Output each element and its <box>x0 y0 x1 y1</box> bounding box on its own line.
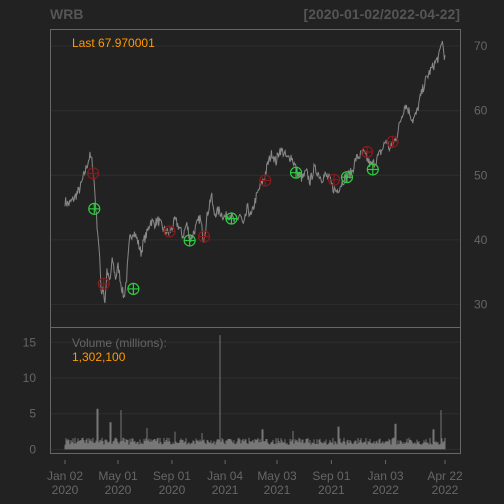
sell-marker <box>361 145 374 159</box>
date-tick-year: 2020 <box>105 483 132 497</box>
price-panel-frame <box>50 29 461 328</box>
date-tick-label: Jan 02 <box>47 469 83 483</box>
date-tick-year: 2020 <box>159 483 186 497</box>
volume-bars <box>64 335 446 450</box>
date-tick-label: May 01 <box>98 469 138 483</box>
sell-marker <box>386 135 399 148</box>
volume-last-value: 1,302,100 <box>72 350 126 364</box>
price-tick-label: 60 <box>474 104 488 118</box>
date-tick-year: 2021 <box>264 483 291 497</box>
sell-marker <box>197 230 211 243</box>
sell-marker <box>97 277 110 290</box>
buy-marker <box>88 202 101 215</box>
buy-marker <box>289 166 303 179</box>
date-tick-year: 2021 <box>212 483 239 497</box>
sell-marker <box>259 174 272 187</box>
sell-marker <box>163 225 176 238</box>
date-tick-label: Jan 04 <box>207 469 243 483</box>
buy-marker <box>366 163 379 176</box>
buy-marker <box>127 282 140 296</box>
buy-marker <box>340 171 354 184</box>
date-tick-label: Sep 01 <box>153 469 191 483</box>
buy-marker <box>225 212 238 225</box>
date-tick-year: 2021 <box>318 483 345 497</box>
symbol-title: WRB <box>50 6 83 22</box>
date-tick-year: 2022 <box>372 483 399 497</box>
price-axis: 30 40 50 60 70 <box>474 39 488 311</box>
date-tick-label: May 03 <box>257 469 297 483</box>
last-price-label: Last 67.970001 <box>72 36 155 50</box>
price-tick-label: 40 <box>474 233 488 247</box>
date-tick-label: Sep 01 <box>312 469 350 483</box>
price-line <box>64 40 446 304</box>
volume-tick-label: 5 <box>29 407 36 421</box>
trade-markers <box>87 135 399 296</box>
buy-marker <box>183 234 196 247</box>
volume-tick-label: 15 <box>23 335 37 349</box>
date-tick-year: 2020 <box>52 483 79 497</box>
date-range-label: [2020-01-02/2022-04-22] <box>304 6 460 22</box>
volume-label: Volume (millions): <box>72 336 167 350</box>
date-tick-label: Apr 22 <box>427 469 463 483</box>
volume-tick-label: 10 <box>23 371 37 385</box>
volume-panel-frame <box>50 327 461 454</box>
price-series <box>64 40 446 304</box>
price-tick-label: 70 <box>474 39 488 53</box>
sell-marker <box>87 167 100 180</box>
price-tick-label: 50 <box>474 168 488 182</box>
volume-tick-label: 0 <box>29 442 36 456</box>
price-grid <box>51 45 460 305</box>
date-tick-year: 2022 <box>432 483 459 497</box>
price-tick-label: 30 <box>474 297 488 311</box>
date-tick-label: Jan 03 <box>368 469 404 483</box>
sell-marker <box>327 173 341 186</box>
volume-axis: 0 5 10 15 <box>23 335 37 456</box>
